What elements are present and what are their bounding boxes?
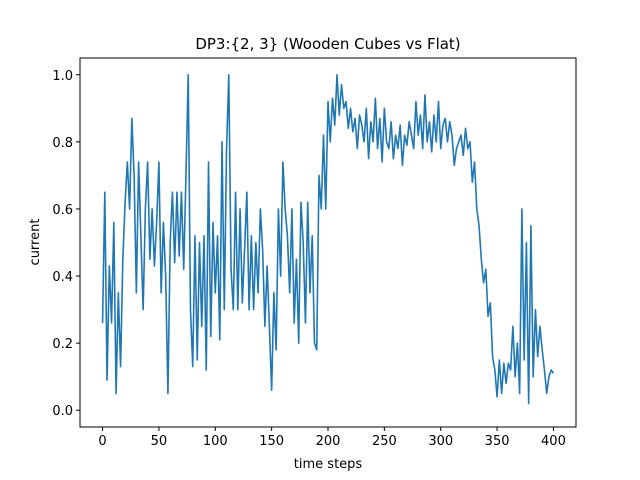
x-tick-label: 50 — [151, 434, 168, 449]
plot-frame — [79, 57, 577, 428]
x-axis-label: time steps — [294, 457, 363, 472]
x-tick-label: 400 — [541, 434, 566, 449]
y-tick-label: 0.8 — [52, 136, 73, 151]
x-tick-label: 250 — [372, 434, 397, 449]
x-tick-label: 200 — [316, 434, 341, 449]
x-tick-label: 0 — [98, 434, 106, 449]
chart-title: DP3:{2, 3} (Wooden Cubes vs Flat) — [195, 35, 460, 53]
y-tick-label: 0.4 — [52, 270, 73, 285]
y-tick-label: 0.6 — [52, 203, 73, 218]
y-tick-label: 1.0 — [52, 69, 73, 84]
line-series — [101, 73, 555, 405]
x-tick-label: 100 — [203, 434, 228, 449]
x-tick-label: 150 — [259, 434, 284, 449]
y-tick-label: 0.0 — [52, 404, 73, 419]
y-axis-label: current — [28, 219, 43, 266]
x-tick-label: 300 — [428, 434, 453, 449]
y-tick-label: 0.2 — [52, 337, 73, 352]
x-tick-label: 350 — [485, 434, 510, 449]
